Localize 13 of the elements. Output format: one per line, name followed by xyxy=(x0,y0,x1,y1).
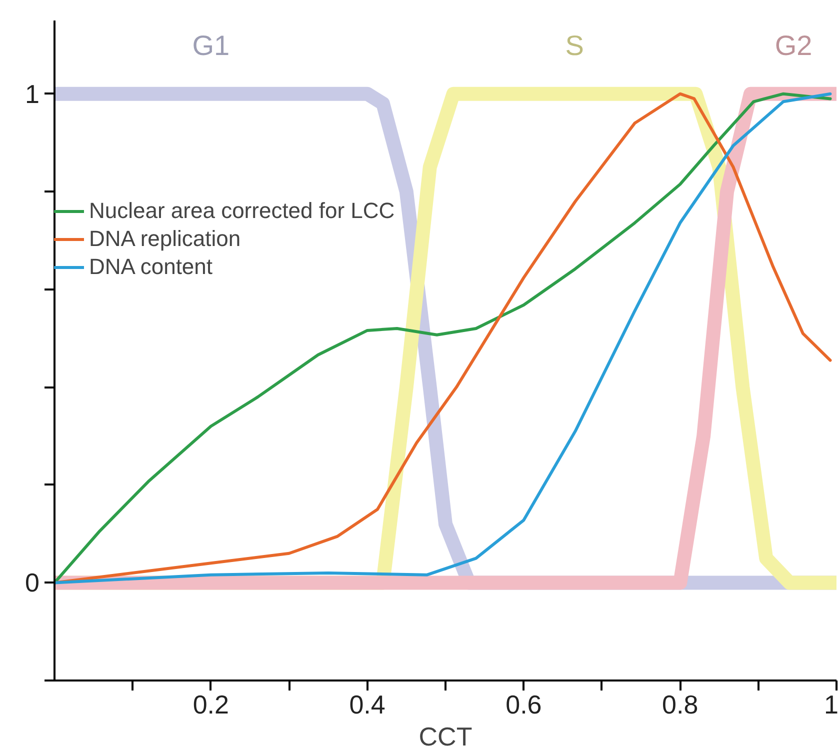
legend-label: DNA content xyxy=(89,254,214,280)
annotation: S xyxy=(565,30,584,61)
x-axis-title: CCT xyxy=(418,722,472,752)
annotation: G1 xyxy=(192,30,230,61)
x-tick-label: 1 xyxy=(824,690,838,720)
x-tick-label: 0.2 xyxy=(192,690,229,720)
annotation: G2 xyxy=(774,30,812,61)
y-tick-label: 0 xyxy=(25,568,40,598)
x-tick-label: 0.6 xyxy=(506,690,542,720)
legend-label: DNA replication xyxy=(89,226,242,252)
legend-label: Nuclear area corrected for LCC xyxy=(89,198,395,224)
x-tick-label: 0.8 xyxy=(662,690,698,720)
x-tick-label: 0.4 xyxy=(349,690,386,720)
